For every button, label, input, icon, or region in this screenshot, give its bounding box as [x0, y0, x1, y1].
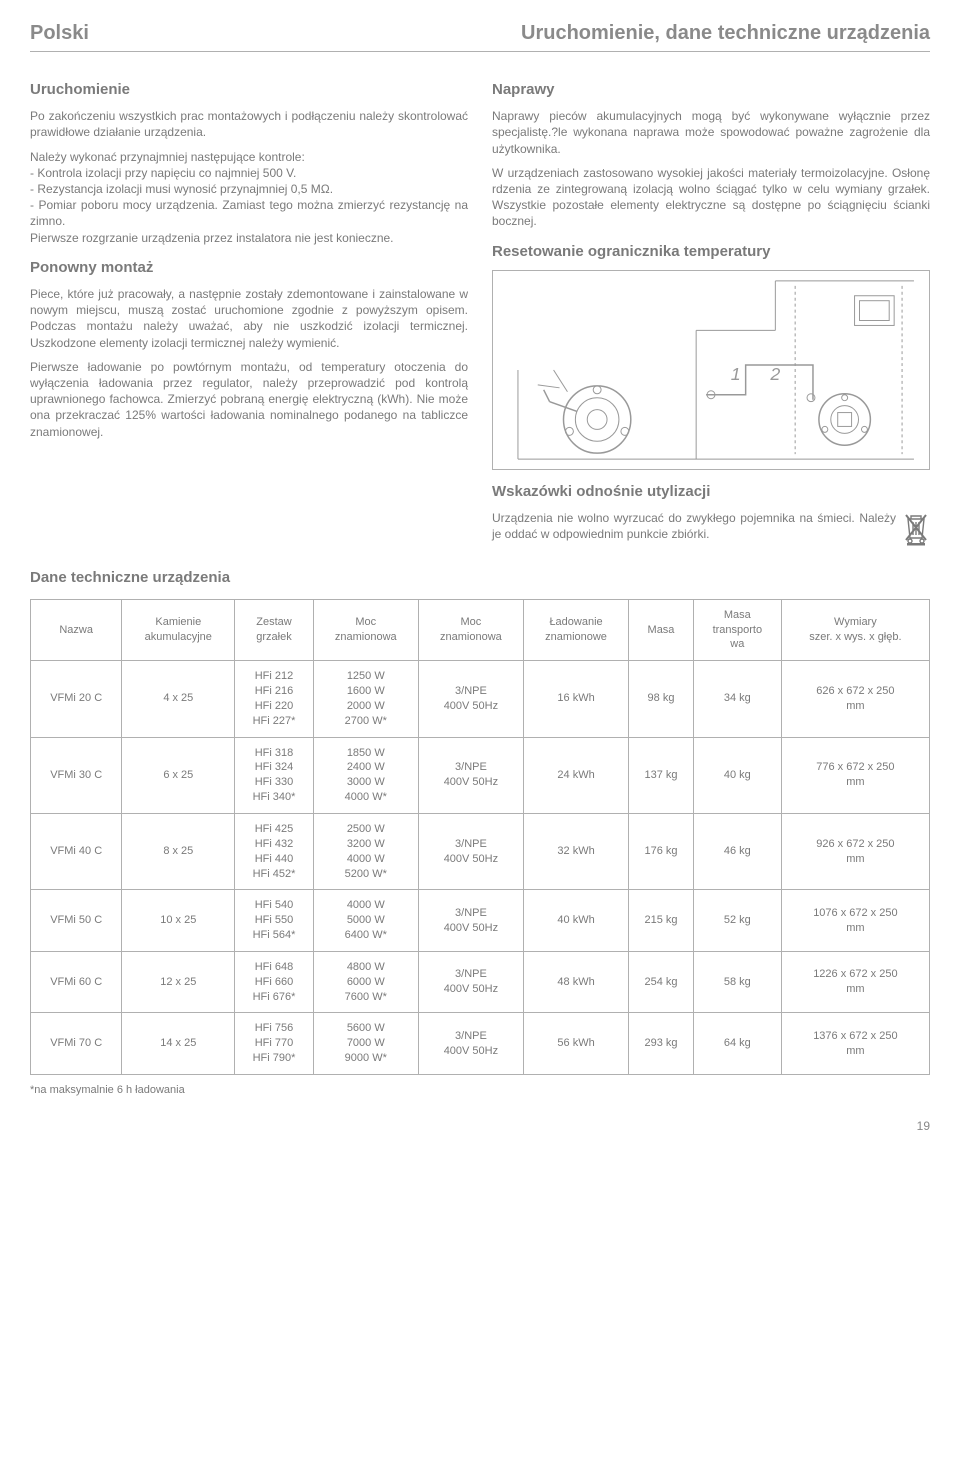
table-cell: 2500 W 3200 W 4000 W 5200 W* — [313, 813, 418, 889]
table-cell: 24 kWh — [523, 737, 628, 813]
svg-text:1: 1 — [731, 364, 741, 384]
table-cell: VFMi 30 C — [31, 737, 122, 813]
table-cell: 3/NPE 400V 50Hz — [418, 737, 523, 813]
table-cell: 1076 x 672 x 250 mm — [781, 890, 929, 952]
table-cell: HFi 756 HFi 770 HFi 790* — [235, 1013, 313, 1075]
table-cell: 176 kg — [629, 813, 694, 889]
th-1: Kamienie akumulacyjne — [122, 599, 235, 661]
diagram-svg: 1 2 — [493, 271, 929, 469]
technical-diagram: 1 2 — [492, 270, 930, 470]
th-6: Masa — [629, 599, 694, 661]
table-cell: 254 kg — [629, 951, 694, 1013]
para-disposal: Urządzenia nie wolno wyrzucać do zwykłeg… — [492, 510, 930, 542]
table-cell: 34 kg — [693, 661, 781, 737]
table-cell: 46 kg — [693, 813, 781, 889]
table-cell: VFMi 70 C — [31, 1013, 122, 1075]
table-cell: VFMi 40 C — [31, 813, 122, 889]
table-footnote: *na maksymalnie 6 h ładowania — [30, 1083, 930, 1098]
table-cell: 10 x 25 — [122, 890, 235, 952]
heading-uruchomienie: Uruchomienie — [30, 80, 468, 100]
table-cell: 1850 W 2400 W 3000 W 4000 W* — [313, 737, 418, 813]
table-cell: 48 kWh — [523, 951, 628, 1013]
table-cell: 56 kWh — [523, 1013, 628, 1075]
table-cell: 1250 W 1600 W 2000 W 2700 W* — [313, 661, 418, 737]
table-cell: 3/NPE 400V 50Hz — [418, 813, 523, 889]
table-cell: HFi 648 HFi 660 HFi 676* — [235, 951, 313, 1013]
table-row: VFMi 50 C10 x 25HFi 540 HFi 550 HFi 564*… — [31, 890, 930, 952]
table-section-title: Dane techniczne urządzenia — [30, 568, 930, 588]
th-8: Wymiary szer. x wys. x głęb. — [781, 599, 929, 661]
heading-wskazowki: Wskazówki odnośnie utylizacji — [492, 482, 930, 502]
th-7: Masa transporto wa — [693, 599, 781, 661]
table-cell: 4 x 25 — [122, 661, 235, 737]
table-cell: 98 kg — [629, 661, 694, 737]
th-4: Moc znamionowa — [418, 599, 523, 661]
header-title: Uruchomienie, dane techniczne urządzenia — [521, 20, 930, 47]
specs-table: Nazwa Kamienie akumulacyjne Zestaw grzał… — [30, 599, 930, 1075]
table-cell: VFMi 50 C — [31, 890, 122, 952]
table-cell: 776 x 672 x 250 mm — [781, 737, 929, 813]
table-cell: HFi 425 HFi 432 HFi 440 HFi 452* — [235, 813, 313, 889]
table-cell: 137 kg — [629, 737, 694, 813]
table-header-row: Nazwa Kamienie akumulacyjne Zestaw grzał… — [31, 599, 930, 661]
table-row: VFMi 20 C4 x 25HFi 212 HFi 216 HFi 220 H… — [31, 661, 930, 737]
para-reassembly-1: Piece, które już pracowały, a następnie … — [30, 286, 468, 351]
heading-reset: Resetowanie ogranicznika temperatury — [492, 242, 930, 262]
svg-text:2: 2 — [769, 364, 780, 384]
table-row: VFMi 30 C6 x 25HFi 318 HFi 324 HFi 330 H… — [31, 737, 930, 813]
content-columns: Uruchomienie Po zakończeniu wszystkich p… — [30, 68, 930, 550]
table-cell: VFMi 60 C — [31, 951, 122, 1013]
table-cell: 1226 x 672 x 250 mm — [781, 951, 929, 1013]
table-cell: 4800 W 6000 W 7600 W* — [313, 951, 418, 1013]
table-cell: HFi 540 HFi 550 HFi 564* — [235, 890, 313, 952]
para-intro: Po zakończeniu wszystkich prac montażowy… — [30, 108, 468, 140]
para-repairs-1: Naprawy pieców akumulacyjnych mogą być w… — [492, 108, 930, 157]
para-reassembly-2: Pierwsze ładowanie po powtórnym montażu,… — [30, 359, 468, 440]
table-cell: 8 x 25 — [122, 813, 235, 889]
th-2: Zestaw grzałek — [235, 599, 313, 661]
table-cell: 3/NPE 400V 50Hz — [418, 890, 523, 952]
table-cell: 6 x 25 — [122, 737, 235, 813]
left-column: Uruchomienie Po zakończeniu wszystkich p… — [30, 68, 468, 550]
table-cell: 40 kWh — [523, 890, 628, 952]
table-cell: 293 kg — [629, 1013, 694, 1075]
table-cell: 16 kWh — [523, 661, 628, 737]
table-cell: 52 kg — [693, 890, 781, 952]
table-cell: 32 kWh — [523, 813, 628, 889]
table-cell: HFi 212 HFi 216 HFi 220 HFi 227* — [235, 661, 313, 737]
table-cell: 12 x 25 — [122, 951, 235, 1013]
heading-naprawy: Naprawy — [492, 80, 930, 100]
table-row: VFMi 40 C8 x 25HFi 425 HFi 432 HFi 440 H… — [31, 813, 930, 889]
disposal-block: Urządzenia nie wolno wyrzucać do zwykłeg… — [492, 510, 930, 542]
table-row: VFMi 60 C12 x 25HFi 648 HFi 660 HFi 676*… — [31, 951, 930, 1013]
table-cell: 626 x 672 x 250 mm — [781, 661, 929, 737]
table-cell: 5600 W 7000 W 9000 W* — [313, 1013, 418, 1075]
table-cell: 58 kg — [693, 951, 781, 1013]
right-column: Naprawy Naprawy pieców akumulacyjnych mo… — [492, 68, 930, 550]
para-repairs-2: W urządzeniach zastosowano wysokiej jako… — [492, 165, 930, 230]
page-number: 19 — [30, 1118, 930, 1134]
table-cell: 64 kg — [693, 1013, 781, 1075]
page-header: Polski Uruchomienie, dane techniczne urz… — [30, 20, 930, 52]
para-checks: Należy wykonać przynajmniej następujące … — [30, 149, 468, 246]
header-language: Polski — [30, 20, 89, 47]
table-cell: 3/NPE 400V 50Hz — [418, 661, 523, 737]
th-3: Moc znamionowa — [313, 599, 418, 661]
th-0: Nazwa — [31, 599, 122, 661]
table-cell: 4000 W 5000 W 6400 W* — [313, 890, 418, 952]
table-cell: HFi 318 HFi 324 HFi 330 HFi 340* — [235, 737, 313, 813]
weee-icon — [902, 510, 930, 546]
table-cell: 1376 x 672 x 250 mm — [781, 1013, 929, 1075]
heading-ponowny: Ponowny montaż — [30, 258, 468, 278]
table-cell: 40 kg — [693, 737, 781, 813]
table-cell: 3/NPE 400V 50Hz — [418, 951, 523, 1013]
th-5: Ładowanie znamionowe — [523, 599, 628, 661]
table-cell: VFMi 20 C — [31, 661, 122, 737]
table-cell: 926 x 672 x 250 mm — [781, 813, 929, 889]
table-cell: 14 x 25 — [122, 1013, 235, 1075]
table-cell: 215 kg — [629, 890, 694, 952]
table-row: VFMi 70 C14 x 25HFi 756 HFi 770 HFi 790*… — [31, 1013, 930, 1075]
table-cell: 3/NPE 400V 50Hz — [418, 1013, 523, 1075]
